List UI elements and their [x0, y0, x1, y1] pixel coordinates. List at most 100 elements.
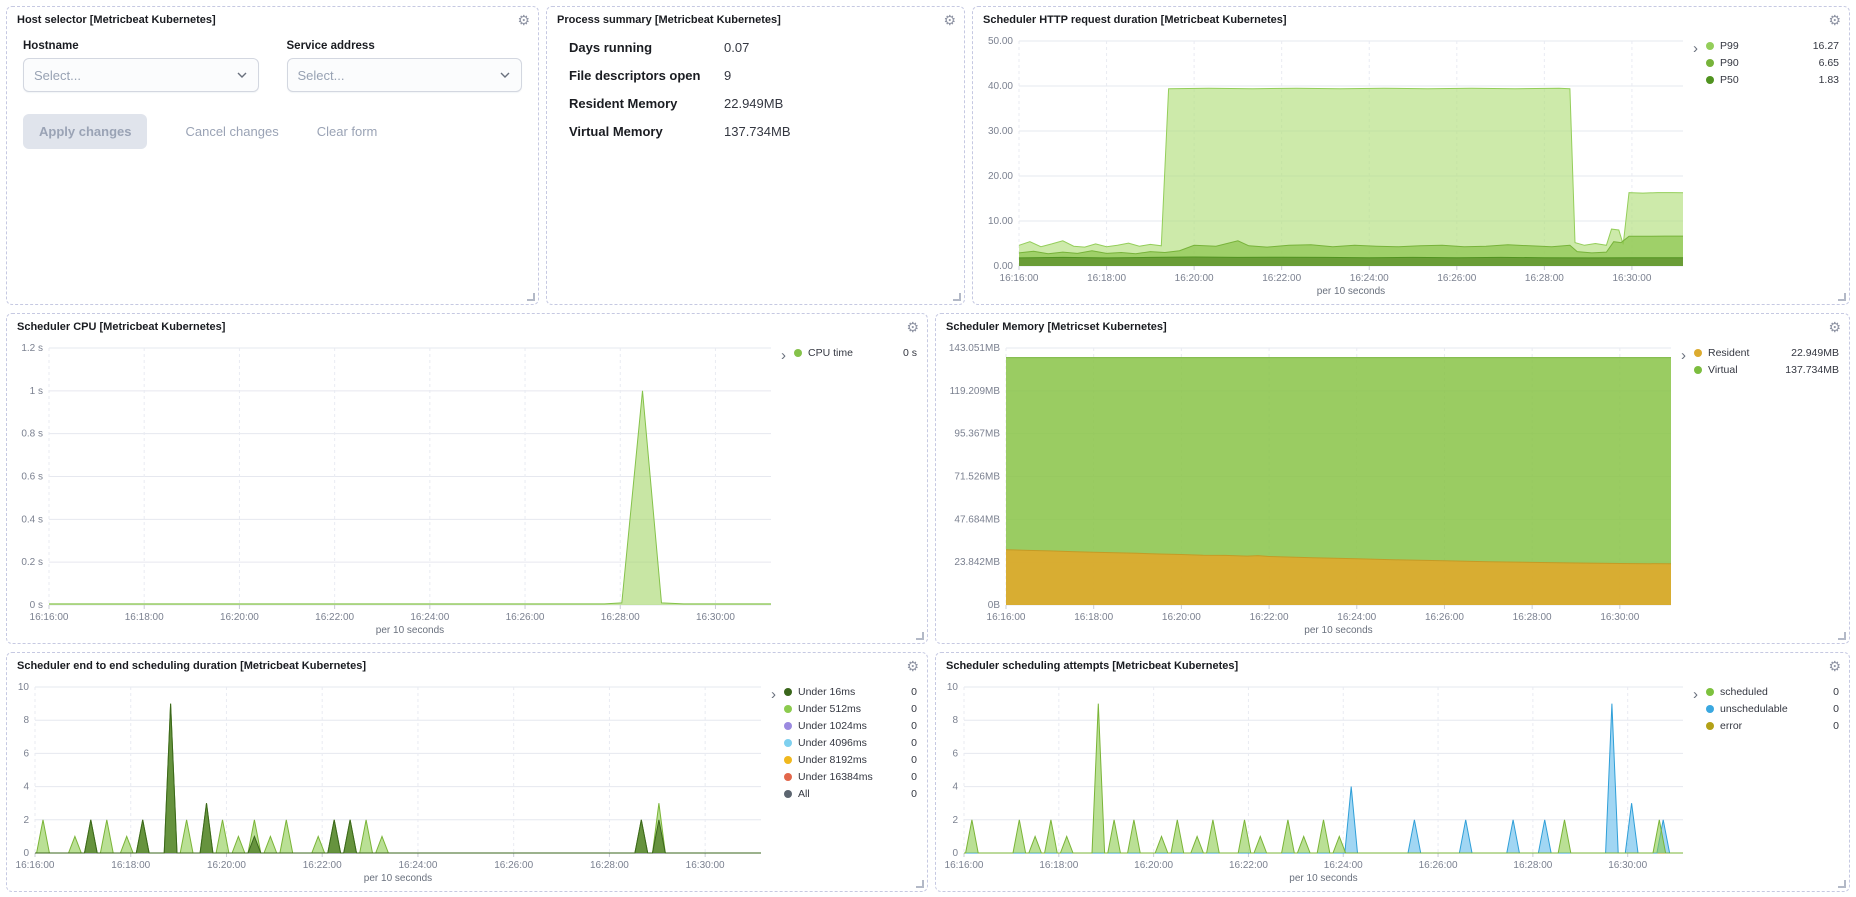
- apply-changes-button[interactable]: Apply changes: [23, 114, 148, 149]
- svg-text:16:28:00: 16:28:00: [590, 860, 629, 871]
- cancel-changes-button[interactable]: Cancel changes: [185, 124, 279, 139]
- svg-text:0.8 s: 0.8 s: [21, 429, 43, 440]
- panel-resize-handle[interactable]: [1838, 880, 1846, 888]
- panel-settings-button[interactable]: ⚙: [1828, 319, 1841, 335]
- summary-label: Virtual Memory: [569, 124, 663, 139]
- svg-text:16:30:00: 16:30:00: [686, 860, 725, 871]
- svg-text:16:28:00: 16:28:00: [1513, 860, 1552, 871]
- legend-series-dot: [1706, 722, 1714, 730]
- panel-settings-button[interactable]: ⚙: [1828, 12, 1841, 28]
- legend-series-dot: [784, 773, 792, 781]
- legend-series-dot: [1706, 705, 1714, 713]
- legend-series-name: error: [1720, 720, 1743, 732]
- panel-resize-handle[interactable]: [953, 293, 961, 301]
- panel-settings-button[interactable]: ⚙: [906, 319, 919, 335]
- legend-item[interactable]: scheduled 0: [1704, 685, 1841, 699]
- svg-text:16:28:00: 16:28:00: [601, 612, 640, 623]
- svg-text:23.842MB: 23.842MB: [954, 557, 1000, 568]
- svg-text:16:26:00: 16:26:00: [494, 860, 533, 871]
- svg-text:16:30:00: 16:30:00: [1600, 612, 1639, 623]
- panel-resize-handle[interactable]: [1838, 293, 1846, 301]
- svg-text:0.00: 0.00: [994, 261, 1014, 272]
- panel-scheduler-memory: Scheduler Memory [Metricset Kubernetes] …: [935, 313, 1850, 644]
- legend-item[interactable]: unschedulable 0: [1704, 702, 1841, 716]
- legend-item[interactable]: P99 16.27: [1704, 39, 1841, 53]
- panel-process-summary: Process summary [Metricbeat Kubernetes] …: [546, 6, 965, 305]
- svg-text:0.6 s: 0.6 s: [21, 472, 43, 483]
- summary-row: Days running 0.07: [569, 40, 942, 55]
- legend-collapse-icon[interactable]: ›: [1693, 685, 1698, 703]
- svg-text:2: 2: [952, 815, 958, 826]
- legend-series-value: 0: [911, 771, 917, 783]
- panel-resize-handle[interactable]: [1838, 632, 1846, 640]
- legend-item[interactable]: Resident 22.949MB: [1692, 346, 1841, 360]
- svg-text:16:20:00: 16:20:00: [220, 612, 259, 623]
- legend-series-name: CPU time: [808, 347, 853, 359]
- legend-collapse-icon[interactable]: ›: [1681, 346, 1686, 364]
- summary-value: 137.734MB: [724, 124, 791, 139]
- svg-text:10: 10: [947, 682, 959, 693]
- legend-series-dot: [1706, 42, 1714, 50]
- http-request-duration-chart: 0.00 10.00 20.00 30.00 40.00 50.00 16:16:00 16:…: [981, 33, 1691, 298]
- legend-series-value: 0 s: [902, 347, 917, 359]
- svg-text:per 10 seconds: per 10 seconds: [1289, 873, 1357, 884]
- legend-series-name: Under 1024ms: [798, 720, 867, 732]
- legend-collapse-icon[interactable]: ›: [771, 685, 776, 703]
- legend-series-dot: [794, 349, 802, 357]
- legend-item[interactable]: Under 8192ms 0: [782, 753, 919, 767]
- legend-series-name: Under 16384ms: [798, 771, 873, 783]
- panel-resize-handle[interactable]: [916, 880, 924, 888]
- panel-scheduler-e2e-duration: Scheduler end to end scheduling duration…: [6, 652, 928, 892]
- clear-form-button[interactable]: Clear form: [316, 124, 378, 139]
- legend-series-value: 0: [911, 737, 917, 749]
- legend-series-dot: [784, 756, 792, 764]
- panel-settings-button[interactable]: ⚙: [1828, 658, 1841, 674]
- legend-item[interactable]: P50 1.83: [1704, 73, 1841, 87]
- legend-item[interactable]: Under 512ms 0: [782, 702, 919, 716]
- panel-resize-handle[interactable]: [916, 632, 924, 640]
- service-address-select[interactable]: Select...: [286, 58, 522, 92]
- legend-item[interactable]: error 0: [1704, 719, 1841, 733]
- panel-scheduler-http-request-duration: Scheduler HTTP request duration [Metricb…: [972, 6, 1850, 305]
- chevron-down-icon: [500, 72, 510, 78]
- svg-text:16:26:00: 16:26:00: [1425, 612, 1464, 623]
- legend-item[interactable]: All 0: [782, 787, 919, 801]
- svg-text:30.00: 30.00: [988, 126, 1013, 137]
- legend-series-name: Under 16ms: [798, 686, 856, 698]
- svg-text:4: 4: [23, 782, 29, 793]
- svg-text:16:20:00: 16:20:00: [207, 860, 246, 871]
- svg-text:40.00: 40.00: [988, 81, 1013, 92]
- legend-collapse-icon[interactable]: ›: [781, 346, 786, 364]
- svg-text:16:30:00: 16:30:00: [1612, 273, 1651, 284]
- svg-text:16:22:00: 16:22:00: [1250, 612, 1289, 623]
- legend-series-value: 0: [911, 686, 917, 698]
- svg-text:16:22:00: 16:22:00: [303, 860, 342, 871]
- legend-series-name: P90: [1720, 57, 1739, 69]
- legend-item[interactable]: P90 6.65: [1704, 56, 1841, 70]
- panel-settings-button[interactable]: ⚙: [906, 658, 919, 674]
- panel-settings-button[interactable]: ⚙: [517, 12, 530, 28]
- svg-text:16:16:00: 16:16:00: [987, 612, 1026, 623]
- svg-text:1.2 s: 1.2 s: [21, 343, 43, 354]
- legend-item[interactable]: Under 16384ms 0: [782, 770, 919, 784]
- panel-resize-handle[interactable]: [527, 293, 535, 301]
- legend-item[interactable]: Under 1024ms 0: [782, 719, 919, 733]
- legend-series-dot: [784, 722, 792, 730]
- legend-item[interactable]: CPU time 0 s: [792, 346, 919, 360]
- legend-item[interactable]: Under 4096ms 0: [782, 736, 919, 750]
- legend-item[interactable]: Virtual 137.734MB: [1692, 363, 1841, 377]
- legend-collapse-icon[interactable]: ›: [1693, 39, 1698, 57]
- svg-text:16:30:00: 16:30:00: [1608, 860, 1647, 871]
- legend-series-dot: [784, 688, 792, 696]
- legend-item[interactable]: Under 16ms 0: [782, 685, 919, 699]
- legend-series-value: 0: [1833, 686, 1839, 698]
- svg-text:16:16:00: 16:16:00: [1000, 273, 1039, 284]
- svg-text:16:16:00: 16:16:00: [30, 612, 69, 623]
- svg-text:0B: 0B: [988, 600, 1001, 611]
- panel-settings-button[interactable]: ⚙: [943, 12, 956, 28]
- legend-series-dot: [1694, 349, 1702, 357]
- chart-legend: Under 16ms 0 Under 512ms 0 Under 1024ms 0 Unde…: [782, 685, 919, 885]
- svg-text:0 s: 0 s: [30, 600, 43, 611]
- legend-series-name: P50: [1720, 74, 1739, 86]
- hostname-select[interactable]: Select...: [23, 58, 259, 92]
